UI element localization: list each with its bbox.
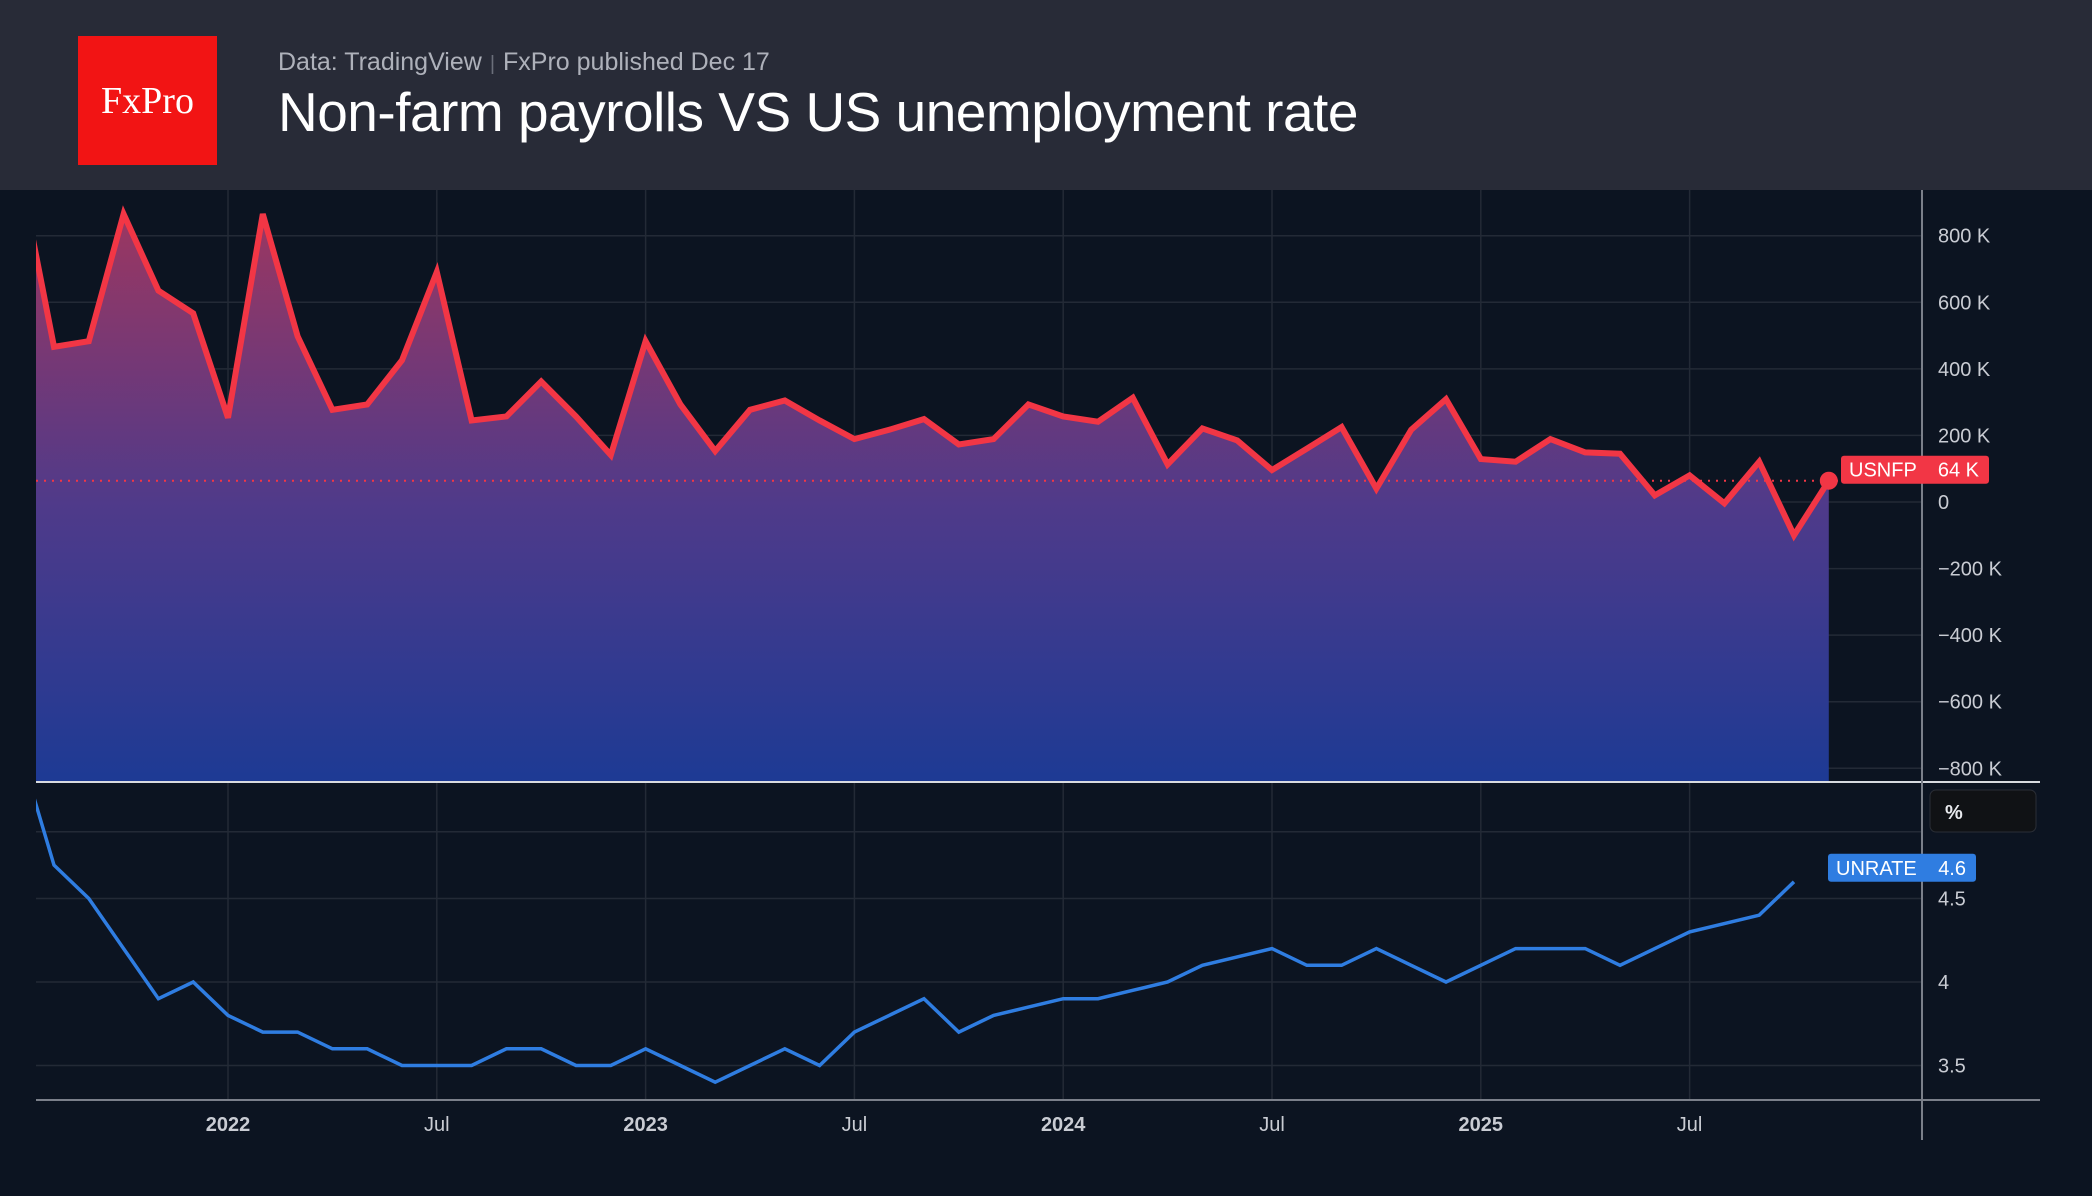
nfp-line (36, 205, 1832, 542)
x-tick-label: Jul (1259, 1114, 1285, 1136)
y-tick-label-nfp: −400 K (1938, 625, 2003, 647)
nfp-area (36, 214, 1829, 782)
nfp-badge (1841, 455, 1989, 484)
y-tick-label-nfp: 600 K (1938, 292, 1991, 314)
published-date: FxPro published Dec 17 (503, 48, 770, 76)
y-tick-label-unrate: 4.5 (1938, 889, 1966, 911)
x-tick-label: Jul (1677, 1114, 1703, 1136)
y-tick-label-unrate: 3.5 (1938, 1056, 1966, 1078)
header: FxPro Data: TradingView | FxPro published … (0, 0, 2092, 190)
unit-box (1929, 789, 2037, 833)
y-tick-label-nfp: 0 (1938, 492, 1949, 514)
unrate-badge (1828, 853, 1976, 882)
x-tick-label: 2024 (1041, 1114, 1086, 1136)
nfp-last-value: 64 K (1938, 460, 1980, 482)
nfp-pane (36, 205, 1922, 782)
x-tick-label: Jul (842, 1114, 868, 1136)
y-tick-label-nfp: 400 K (1938, 359, 1991, 381)
y-tick-label-nfp: −800 K (1938, 758, 2003, 780)
unrate-last-value: 4.6 (1938, 858, 1966, 880)
chart-title: Non-farm payrolls VS US unemployment rat… (278, 81, 1358, 143)
x-tick-label: 2022 (206, 1114, 251, 1136)
fxpro-logo: FxPro (78, 36, 217, 165)
separator: | (489, 53, 496, 75)
x-tick-label: 2025 (1459, 1114, 1504, 1136)
y-tick-label-nfp: −200 K (1938, 559, 2003, 581)
unrate-line (36, 798, 1796, 1085)
x-tick-label: Jul (424, 1114, 450, 1136)
subtitle: Data: TradingView | FxPro published Dec 17 (278, 48, 770, 77)
y-tick-label-unrate: 4 (1938, 972, 1949, 994)
nfp-point (1819, 471, 1838, 490)
x-tick-label: 2023 (623, 1114, 668, 1136)
y-tick-label-nfp: −600 K (1938, 692, 2003, 714)
nfp-series-name: USNFP (1849, 460, 1917, 482)
unrate-series-name: UNRATE (1836, 858, 1917, 880)
y-tick-label-nfp: 800 K (1938, 226, 1991, 248)
y-tick-label-nfp: 200 K (1938, 425, 1991, 447)
unrate-pane (36, 798, 1796, 1085)
data-source: Data: TradingView (278, 48, 482, 76)
unit-label: % (1945, 802, 1963, 824)
